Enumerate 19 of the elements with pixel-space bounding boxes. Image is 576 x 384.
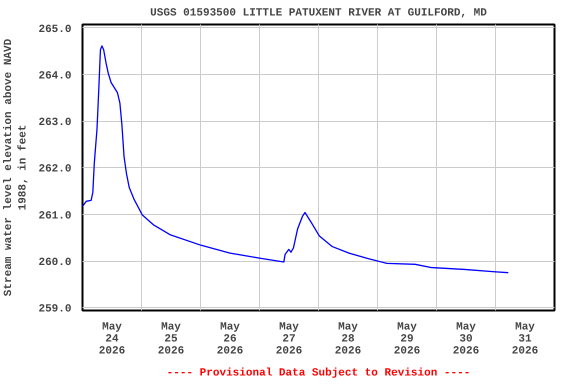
x-tick-label: May 26 2026: [216, 322, 244, 358]
y-axis-title: Stream water level elevation above NAVD 1988, in feet: [3, 38, 30, 296]
x-tick-label: May 29 2026: [394, 322, 420, 358]
x-tick-label: May 27 2026: [276, 322, 302, 358]
y-tick-label: 265.0: [38, 24, 72, 36]
y-tick-label: 264.0: [38, 70, 72, 82]
text: ---- Provisional Data Subject to Revision ----: [166, 368, 470, 380]
x-tick-label: May 31 2026: [512, 322, 538, 358]
x-tick-label: May 30 2026: [452, 322, 480, 358]
chart-title: USGS 01593500 LITTLE PATUXENT RIVER AT GUILFORD, MD: [150, 8, 488, 20]
x-tick-label: May 25 2026: [158, 322, 184, 358]
x-tick-label: May 24 2026: [98, 322, 126, 358]
y-tick-label: 259.0: [38, 304, 72, 316]
y-tick-label: 263.0: [38, 117, 72, 130]
y-tick-label: 260.0: [38, 257, 72, 270]
line-series: [82, 45, 509, 274]
y-tick-label: 262.0: [38, 164, 72, 176]
y-tick-label: 261.0: [38, 210, 72, 222]
x-tick-label: May 28 2026: [334, 322, 362, 358]
